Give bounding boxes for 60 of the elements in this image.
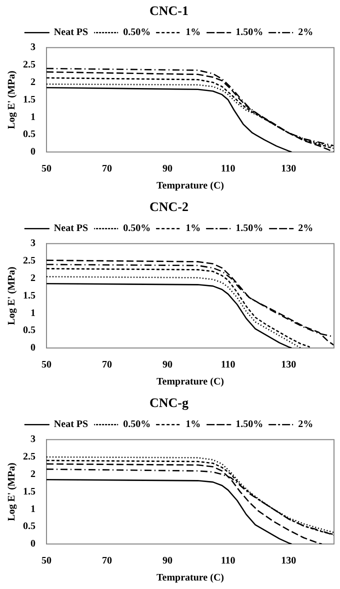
y-tick-label: 0.5 (23, 325, 36, 336)
legend-label: 1% (186, 27, 201, 38)
x-tick-label: 130 (281, 164, 296, 175)
x-axis-title: Temprature (C) (156, 572, 224, 584)
y-tick-label: 2.5 (23, 256, 36, 267)
x-tick-label: 50 (42, 164, 52, 175)
legend-label: Neat PS (54, 27, 89, 38)
y-tick-label: 1 (30, 112, 36, 123)
x-tick-label: 130 (281, 360, 296, 371)
x-tick-label: 110 (220, 164, 236, 175)
y-axis-title: Log E' (MPa) (6, 70, 18, 129)
legend-label: 1.50% (236, 419, 264, 430)
y-tick-label: 1.5 (23, 290, 36, 302)
x-tick-label: 50 (42, 360, 52, 371)
legend-label: 1.50% (236, 223, 264, 234)
y-tick-label: 2 (30, 76, 36, 88)
legend-label: 0.50% (123, 27, 151, 38)
y-tick-label: 0 (30, 538, 36, 550)
y-tick-label: 0.5 (23, 129, 36, 140)
chart-title: CNC-g (150, 395, 189, 410)
x-tick-label: 110 (220, 556, 236, 567)
y-axis-title: Log E' (MPa) (6, 266, 18, 325)
y-tick-label: 0 (30, 342, 36, 354)
legend-label: 2% (298, 223, 314, 234)
y-tick-label: 1 (30, 504, 36, 515)
legend-label: Neat PS (54, 223, 89, 234)
y-tick-label: 3 (30, 42, 36, 54)
y-tick-label: 2.5 (23, 60, 36, 71)
x-tick-label: 70 (102, 556, 112, 567)
y-tick-label: 2 (30, 468, 36, 480)
legend-label: 2% (298, 27, 314, 38)
y-tick-label: 0 (30, 146, 36, 158)
x-tick-label: 90 (162, 164, 173, 175)
y-tick-label: 1 (30, 308, 36, 319)
x-axis-title: Temprature (C) (156, 376, 224, 388)
x-tick-label: 90 (162, 556, 173, 567)
chart-title: CNC-1 (150, 3, 188, 18)
legend-label: 0.50% (123, 419, 151, 430)
y-tick-label: 3 (30, 238, 36, 250)
legend-label: Neat PS (54, 419, 89, 430)
y-tick-label: 2 (30, 272, 36, 284)
legend-label: 1% (186, 223, 201, 234)
legend-label: 2% (298, 419, 314, 430)
y-tick-label: 1.5 (23, 486, 36, 498)
y-axis-title: Log E' (MPa) (6, 462, 18, 521)
x-tick-label: 110 (220, 360, 236, 371)
x-tick-label: 70 (102, 360, 112, 371)
legend-label: 1.50% (236, 27, 264, 38)
y-tick-label: 3 (30, 434, 36, 446)
legend-label: 0.50% (123, 223, 151, 234)
y-tick-label: 0.5 (23, 521, 36, 532)
x-tick-label: 90 (162, 360, 173, 371)
x-tick-label: 50 (42, 556, 52, 567)
y-tick-label: 2.5 (23, 452, 36, 463)
x-axis-title: Temprature (C) (156, 180, 224, 192)
chart-title: CNC-2 (150, 199, 188, 214)
y-tick-label: 1.5 (23, 94, 36, 106)
x-tick-label: 70 (102, 164, 112, 175)
legend-label: 1% (186, 419, 201, 430)
x-tick-label: 130 (281, 556, 296, 567)
